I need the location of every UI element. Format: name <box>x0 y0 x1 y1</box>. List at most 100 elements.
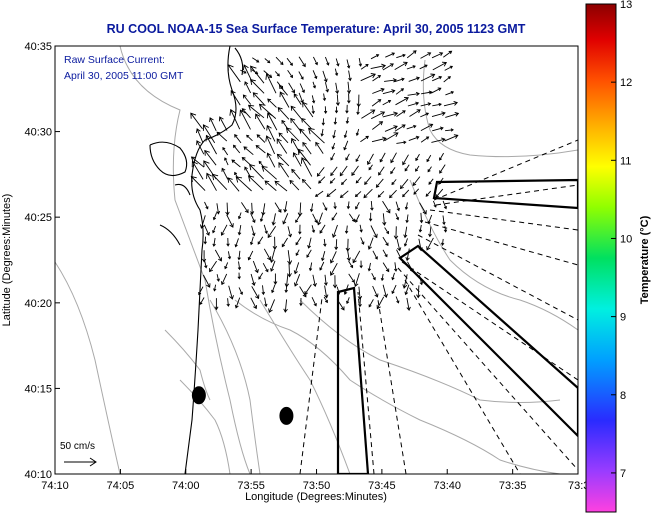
current-vector <box>355 201 360 210</box>
current-vector <box>278 162 290 178</box>
current-vector <box>322 70 328 83</box>
current-vector <box>252 57 260 63</box>
current-vector <box>348 260 354 269</box>
current-vector <box>359 260 363 269</box>
current-vector <box>234 297 241 309</box>
current-vector <box>368 212 373 222</box>
current-vector <box>211 173 228 191</box>
current-vector <box>321 118 325 126</box>
current-vector <box>445 128 454 132</box>
current-vector <box>427 166 432 173</box>
current-vector <box>428 178 434 185</box>
current-vector <box>390 152 397 164</box>
current-vector <box>339 190 349 199</box>
current-vector <box>265 73 277 94</box>
current-vector <box>399 178 409 190</box>
current-vector <box>216 203 221 215</box>
colorbar: 7 8 9 10 11 12 13 Temperature (°C) <box>585 0 651 513</box>
current-vector <box>278 84 288 96</box>
current-vector <box>252 92 265 106</box>
current-vector <box>395 201 400 212</box>
current-vector <box>406 297 411 312</box>
current-vector <box>426 237 434 251</box>
current-vector <box>196 140 205 155</box>
current-vector <box>243 146 254 156</box>
current-vector <box>237 250 241 261</box>
current-vector <box>291 168 301 180</box>
colorbar-tick-label: 10 <box>620 233 632 245</box>
current-vector <box>204 149 217 166</box>
current-vector <box>231 159 241 168</box>
current-vector <box>319 224 326 234</box>
current-vector <box>442 215 446 226</box>
current-vector <box>266 124 276 142</box>
current-vector <box>382 262 390 273</box>
current-vector <box>220 273 228 286</box>
current-vector <box>396 110 406 117</box>
current-vector <box>312 213 318 224</box>
current-vector <box>367 153 374 166</box>
x-tick-label: 74:10 <box>41 480 69 492</box>
colorbar-tick-label: 13 <box>620 0 632 11</box>
current-vector <box>271 213 276 226</box>
x-tick-label: 74:05 <box>107 480 135 492</box>
current-vector <box>345 117 350 125</box>
current-vector <box>420 102 432 107</box>
current-vector <box>202 124 216 144</box>
current-vector <box>382 63 394 71</box>
current-vector <box>370 111 386 120</box>
current-vector <box>214 298 219 311</box>
current-vector <box>298 56 306 68</box>
current-vector <box>343 130 348 139</box>
current-vector <box>333 117 338 125</box>
current-vector <box>293 274 301 287</box>
current-vector <box>203 224 210 236</box>
current-vector <box>445 90 455 96</box>
current-vector <box>264 297 268 308</box>
current-vector <box>404 164 410 172</box>
current-vector <box>443 225 448 233</box>
current-vector <box>265 135 276 155</box>
current-vector <box>301 178 312 190</box>
current-vector <box>391 284 397 295</box>
current-vector <box>251 225 256 237</box>
current-vector <box>311 225 316 233</box>
current-vector <box>347 93 351 104</box>
current-vector <box>323 296 328 304</box>
current-vector <box>198 286 204 296</box>
current-vector <box>250 65 265 84</box>
current-vector <box>229 108 241 130</box>
current-vector <box>348 273 355 283</box>
current-vector <box>316 212 323 226</box>
current-vector <box>353 273 360 287</box>
current-vector <box>396 238 402 252</box>
current-vector <box>308 262 313 272</box>
current-vector <box>372 121 384 130</box>
current-vector <box>282 213 289 225</box>
current-vector <box>226 298 230 307</box>
current-vector <box>244 81 252 94</box>
current-vector <box>263 224 268 235</box>
current-vector <box>345 104 349 114</box>
current-vector <box>299 286 307 298</box>
current-vector <box>420 52 432 59</box>
current-vector <box>396 140 407 145</box>
x-tick-label: 73:3 <box>568 480 589 492</box>
current-vector <box>372 250 378 260</box>
current-vector <box>264 58 271 64</box>
current-vector <box>334 68 339 77</box>
current-vector <box>247 250 254 261</box>
current-vector <box>413 188 420 195</box>
current-vector <box>408 76 420 82</box>
station-markers <box>191 386 294 425</box>
current-vector <box>428 226 432 238</box>
current-vector <box>220 224 228 236</box>
current-vector <box>395 88 405 95</box>
current-vector <box>367 237 374 250</box>
current-vector <box>432 126 444 132</box>
current-vector <box>277 106 290 120</box>
current-vector <box>206 172 217 191</box>
x-tick-label: 73:50 <box>303 480 331 492</box>
current-vector <box>432 75 443 82</box>
current-vector <box>278 132 289 144</box>
